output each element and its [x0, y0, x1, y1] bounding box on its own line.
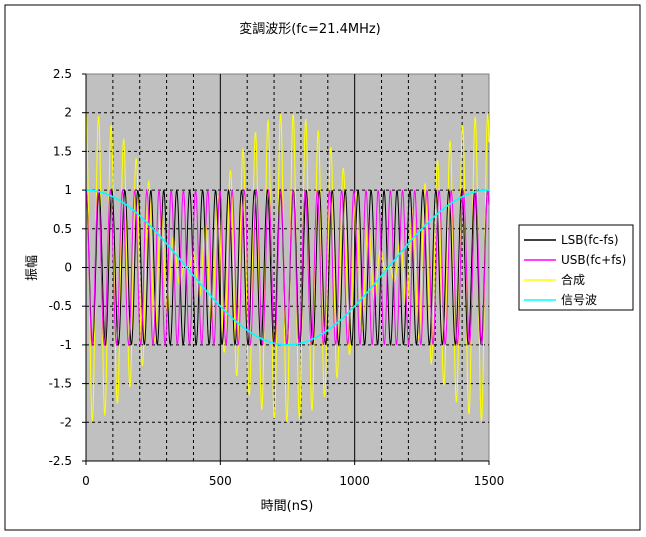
legend-box: [518, 224, 634, 311]
y-tick-label: 1.5: [53, 144, 72, 158]
legend-label: 信号波: [561, 293, 597, 307]
axes: [82, 73, 490, 465]
tick-labels: 0 500 1000 1500 2.5 2 1.5 1 0.5 0 -0.5 -1 -1.5 -2 -2.5: [49, 67, 505, 488]
series-lines: [85, 112, 490, 423]
y-tick-label: 2.5: [53, 67, 72, 81]
x-axis-label: 時間(nS): [261, 499, 314, 514]
y-tick-label: 0: [64, 261, 72, 275]
series-line-1: [85, 188, 490, 347]
legend-label: 合成: [561, 272, 585, 287]
y-tick-label: -2: [60, 415, 72, 429]
y-tick-label: 0.5: [53, 222, 72, 236]
y-axis-label: 振幅: [25, 255, 40, 281]
y-tick-label: 1: [64, 183, 72, 197]
x-tick-label: 1500: [474, 474, 505, 488]
x-tick-label: 0: [82, 474, 90, 488]
x-tick-label: 500: [209, 474, 232, 488]
x-tick-label: 1000: [339, 474, 370, 488]
y-tick-label: -0.5: [49, 299, 72, 313]
series-line-3: [86, 189, 489, 346]
legend-label: USB(fc+fs): [561, 253, 626, 267]
y-tick-label: -1: [60, 338, 72, 352]
chart-title: 変調波形(fc=21.4MHz): [239, 21, 381, 37]
y-tick-label: 2: [64, 106, 72, 120]
y-tick-label: -2.5: [49, 454, 72, 468]
y-tick-label: -1.5: [49, 377, 72, 391]
legend-label: LSB(fc-fs): [561, 233, 619, 247]
series-line-2: [85, 112, 490, 423]
